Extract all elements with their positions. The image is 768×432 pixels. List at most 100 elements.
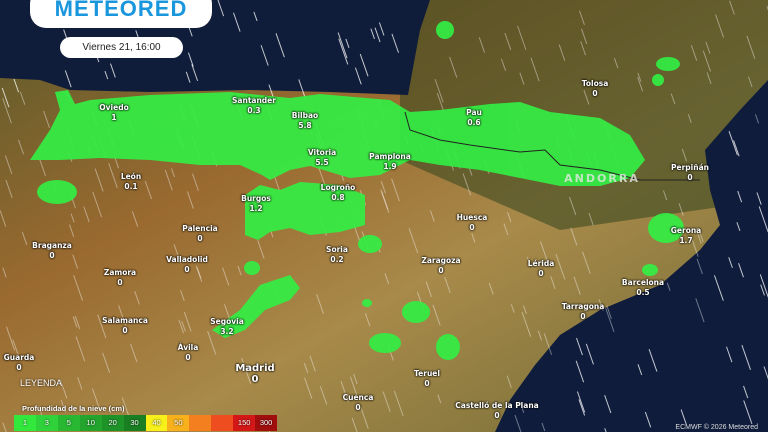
snow-area [436, 334, 460, 360]
wind-streak [187, 52, 194, 67]
wind-streak [729, 0, 735, 15]
city-label[interactable]: Valladolid 0 [166, 255, 208, 275]
city-label[interactable]: Salamanca 0 [102, 316, 148, 336]
wind-streak [537, 330, 543, 341]
wind-streak [83, 206, 90, 223]
city-label[interactable]: Ávila 0 [178, 343, 199, 363]
city-label[interactable]: Braganza 0 [32, 241, 72, 261]
snow-depth-value: 0.8 [331, 193, 345, 202]
snow-depth-value: 0 [49, 251, 55, 260]
city-label[interactable]: Segovia 3.2 [210, 317, 244, 337]
wind-streak [5, 179, 13, 199]
city-label[interactable]: Pau 0.6 [466, 108, 482, 128]
city-label[interactable]: Cuenca 0 [343, 393, 374, 413]
snow-depth-value: 1.2 [249, 204, 263, 213]
wind-streak [569, 196, 577, 216]
city-label[interactable]: Lérida 0 [528, 259, 555, 279]
city-label[interactable]: Gerona 1.7 [671, 226, 702, 246]
wind-streak [576, 391, 586, 413]
wind-streak [381, 191, 389, 210]
snow-area-cantabrian [30, 90, 645, 186]
city-label[interactable]: Madrid 0 [235, 363, 274, 385]
wind-streak [275, 33, 285, 58]
wind-streak [130, 343, 138, 363]
wind-streak [19, 91, 26, 105]
city-name: Ávila [177, 343, 199, 352]
wind-streak [75, 336, 86, 362]
wind-streak [18, 139, 25, 155]
wind-streak [257, 240, 265, 259]
wind-streak [756, 192, 762, 205]
city-label[interactable]: Castelló de la Plana 0 [455, 401, 538, 421]
city-name: Gerona [670, 226, 702, 235]
city-label[interactable]: Huesca 0 [457, 213, 488, 233]
wind-streak [526, 256, 531, 266]
city-name: Oviedo [99, 103, 129, 112]
city-label[interactable]: Soria 0.2 [326, 245, 348, 265]
wind-streak [72, 254, 79, 269]
city-label[interactable]: Santander 0.3 [232, 96, 276, 116]
city-name: Cuenca [342, 393, 374, 402]
legend-step: 300 [255, 415, 278, 431]
wind-streak [434, 78, 444, 103]
city-label[interactable]: Teruel 0 [414, 369, 440, 389]
wind-streak [741, 344, 752, 370]
wind-streak [606, 305, 612, 319]
wind-streak [374, 27, 381, 43]
wind-streak [164, 169, 173, 191]
city-name: Vitoria [307, 148, 337, 157]
wind-streak [298, 79, 307, 100]
city-label[interactable]: Palencia 0 [182, 224, 217, 244]
snow-depth-value: 0.5 [636, 288, 650, 297]
snow-depth-value: 0 [469, 223, 475, 232]
wind-streak [351, 417, 358, 432]
wind-streak [733, 140, 740, 157]
city-name: Castelló de la Plana [455, 401, 539, 410]
city-label[interactable]: Vitoria 5.5 [308, 148, 336, 168]
wind-streak [39, 159, 46, 176]
meteored-logo[interactable]: METEORED [30, 0, 212, 28]
wind-streak [585, 343, 594, 365]
wind-streak [558, 44, 566, 61]
legend-title: Profundidad de la nieve (cm) [22, 404, 125, 413]
snow-depth-value: 0 [185, 353, 191, 362]
city-label[interactable]: Tolosa 0 [582, 79, 609, 99]
city-label[interactable]: Bilbao 5.8 [292, 111, 318, 131]
legend-step: 3 [35, 415, 58, 431]
wind-streak [580, 28, 588, 45]
city-label[interactable]: León 0.1 [121, 172, 141, 192]
wind-streak [575, 360, 585, 383]
wind-streak [2, 267, 7, 278]
wind-streak [519, 401, 525, 413]
wind-streak [690, 45, 698, 61]
wind-streak [506, 375, 512, 388]
city-label[interactable]: Logroño 0.8 [321, 183, 356, 203]
wind-streak [241, 357, 252, 384]
city-label[interactable]: Zamora 0 [104, 268, 136, 288]
city-label[interactable]: Burgos 1.2 [241, 194, 271, 214]
city-label[interactable]: Oviedo 1 [99, 103, 128, 123]
legend-step: 20 [101, 415, 124, 431]
city-label[interactable]: Guarda 0 [4, 353, 35, 373]
city-label[interactable]: Zaragoza 0 [421, 256, 460, 276]
legend-step: 10 [79, 415, 102, 431]
snow-area-segovia [212, 275, 300, 338]
city-label[interactable]: Tarragona 0 [562, 302, 605, 322]
city-name: Burgos [241, 194, 271, 203]
city-label[interactable]: Perpiñán 0 [671, 163, 709, 183]
wind-streak [2, 98, 12, 124]
city-label[interactable]: Pamplona 1.9 [369, 152, 411, 172]
wind-streak [500, 58, 507, 71]
wind-streak [391, 33, 400, 53]
wind-streak [429, 210, 435, 222]
wind-streak [382, 391, 391, 412]
wind-streak [178, 319, 185, 334]
wind-streak [104, 70, 109, 80]
wind-streak [666, 282, 671, 292]
snow-depth-value: 0 [592, 89, 598, 98]
city-label[interactable]: Barcelona 0.5 [622, 278, 664, 298]
wind-streak [144, 180, 152, 200]
wind-streak [488, 282, 494, 295]
wind-streak [319, 386, 328, 405]
